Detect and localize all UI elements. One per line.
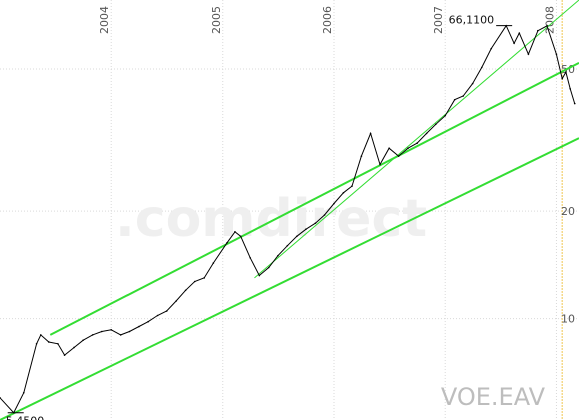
price-point (0, 397, 1, 399)
price-point (138, 325, 140, 328)
price-point (561, 77, 564, 80)
min-label: 5,4500 (6, 415, 45, 420)
price-point (342, 192, 345, 194)
trend-channel-lower (0, 137, 579, 420)
price-point (57, 342, 59, 345)
price-point (360, 155, 363, 157)
price-point (175, 300, 177, 302)
price-point (165, 310, 168, 312)
price-point (234, 230, 236, 233)
price-point (471, 82, 474, 85)
price-point (267, 266, 270, 269)
price-point (397, 155, 400, 157)
price-point (110, 329, 113, 331)
price-point (546, 25, 548, 27)
price-point (453, 98, 456, 101)
price-point (277, 254, 279, 257)
price-point (416, 142, 418, 144)
watermark-logo: .comdirect (115, 189, 427, 249)
x-tick-label: 2005 (210, 6, 223, 34)
x-tick-label: 2004 (98, 6, 111, 34)
price-point (444, 114, 447, 117)
price-point (314, 222, 317, 224)
x-tick-label: 2006 (321, 6, 334, 34)
price-point (184, 289, 187, 292)
price-point (296, 235, 298, 238)
price-point (156, 314, 159, 317)
x-tick-label: 2007 (432, 6, 445, 34)
price-point (119, 334, 122, 336)
price-point (407, 147, 409, 149)
price-point (91, 334, 94, 336)
price-point (47, 341, 50, 343)
price-point (490, 47, 493, 50)
price-point (565, 71, 567, 73)
price-point (63, 354, 66, 356)
y-tick-label: 20 (561, 205, 575, 218)
price-point (239, 235, 242, 238)
max-label: 66,1100 (449, 14, 495, 27)
price-point (82, 339, 84, 341)
price-point (35, 342, 38, 345)
price-point (40, 334, 42, 336)
extreme-annotations: 66,1100 5,4500 (6, 14, 513, 420)
price-point (258, 274, 261, 277)
price-point (527, 53, 530, 55)
price-point (100, 330, 103, 333)
y-tick-label: 10 (561, 313, 575, 326)
price-point (434, 123, 437, 126)
price-point (388, 147, 390, 149)
price-point (513, 42, 515, 45)
price-point (480, 66, 483, 69)
price-point (537, 29, 539, 32)
price-point (369, 132, 372, 135)
price-point (212, 262, 215, 264)
x-tick-labels: 2004 2005 2006 2007 2008 (98, 6, 556, 34)
price-series (0, 24, 576, 414)
price-point (286, 244, 289, 247)
price-point (73, 346, 75, 349)
price-point (425, 132, 428, 135)
trend-channel-upper (49, 61, 579, 336)
price-point (226, 242, 228, 244)
price-point (462, 95, 465, 97)
price-point (555, 53, 558, 55)
price-point (518, 32, 521, 34)
price-point (323, 214, 326, 216)
x-tick-label: 2008 (543, 6, 556, 34)
price-point (203, 277, 205, 279)
price-point (333, 202, 335, 205)
price-point (351, 185, 353, 187)
symbol-label: VOE.EAV (441, 383, 546, 411)
price-point (147, 320, 149, 323)
price-point (305, 228, 307, 230)
price-point (249, 256, 251, 259)
price-point (569, 87, 571, 90)
price-point (22, 391, 25, 394)
price-point (128, 330, 131, 333)
price-point (379, 163, 381, 166)
price-point (573, 102, 576, 105)
price-point (193, 280, 196, 283)
